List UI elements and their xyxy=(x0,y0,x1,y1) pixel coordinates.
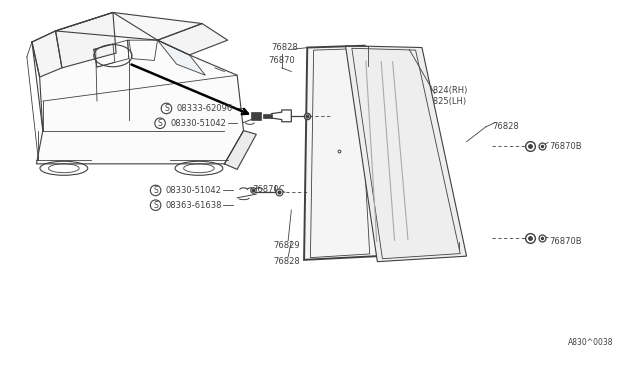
FancyBboxPatch shape xyxy=(251,112,261,119)
Polygon shape xyxy=(157,40,205,75)
Text: S: S xyxy=(153,186,158,195)
Text: S: S xyxy=(164,104,169,113)
Text: 76829: 76829 xyxy=(273,241,300,250)
Text: 76870C: 76870C xyxy=(253,185,285,194)
Text: 08330-51042: 08330-51042 xyxy=(166,186,221,195)
Polygon shape xyxy=(346,46,467,262)
Text: 76824(RH): 76824(RH) xyxy=(422,86,467,94)
Polygon shape xyxy=(32,13,244,164)
Text: 76845(LH): 76845(LH) xyxy=(355,71,399,80)
Polygon shape xyxy=(56,13,202,40)
Text: 76825(LH): 76825(LH) xyxy=(422,97,466,106)
Text: S: S xyxy=(153,201,158,210)
Polygon shape xyxy=(304,46,378,260)
Text: A830^0038: A830^0038 xyxy=(568,339,613,347)
Text: 76828: 76828 xyxy=(271,43,298,52)
Text: 08333-62096: 08333-62096 xyxy=(177,104,233,113)
Text: 76870B: 76870B xyxy=(549,142,582,151)
FancyBboxPatch shape xyxy=(262,113,271,118)
Polygon shape xyxy=(225,131,256,169)
Text: 76828: 76828 xyxy=(492,122,519,131)
Text: 76828: 76828 xyxy=(273,257,300,266)
Text: 76828: 76828 xyxy=(434,249,461,258)
Polygon shape xyxy=(157,23,228,55)
Text: 08330-51042: 08330-51042 xyxy=(170,119,226,128)
Polygon shape xyxy=(32,31,62,77)
Text: S: S xyxy=(157,119,163,128)
Text: 76870: 76870 xyxy=(268,56,295,65)
Text: 76844(RH): 76844(RH) xyxy=(355,60,401,69)
Text: 76870B: 76870B xyxy=(549,237,582,246)
Text: 08363-61638: 08363-61638 xyxy=(166,201,222,210)
Polygon shape xyxy=(56,13,116,68)
